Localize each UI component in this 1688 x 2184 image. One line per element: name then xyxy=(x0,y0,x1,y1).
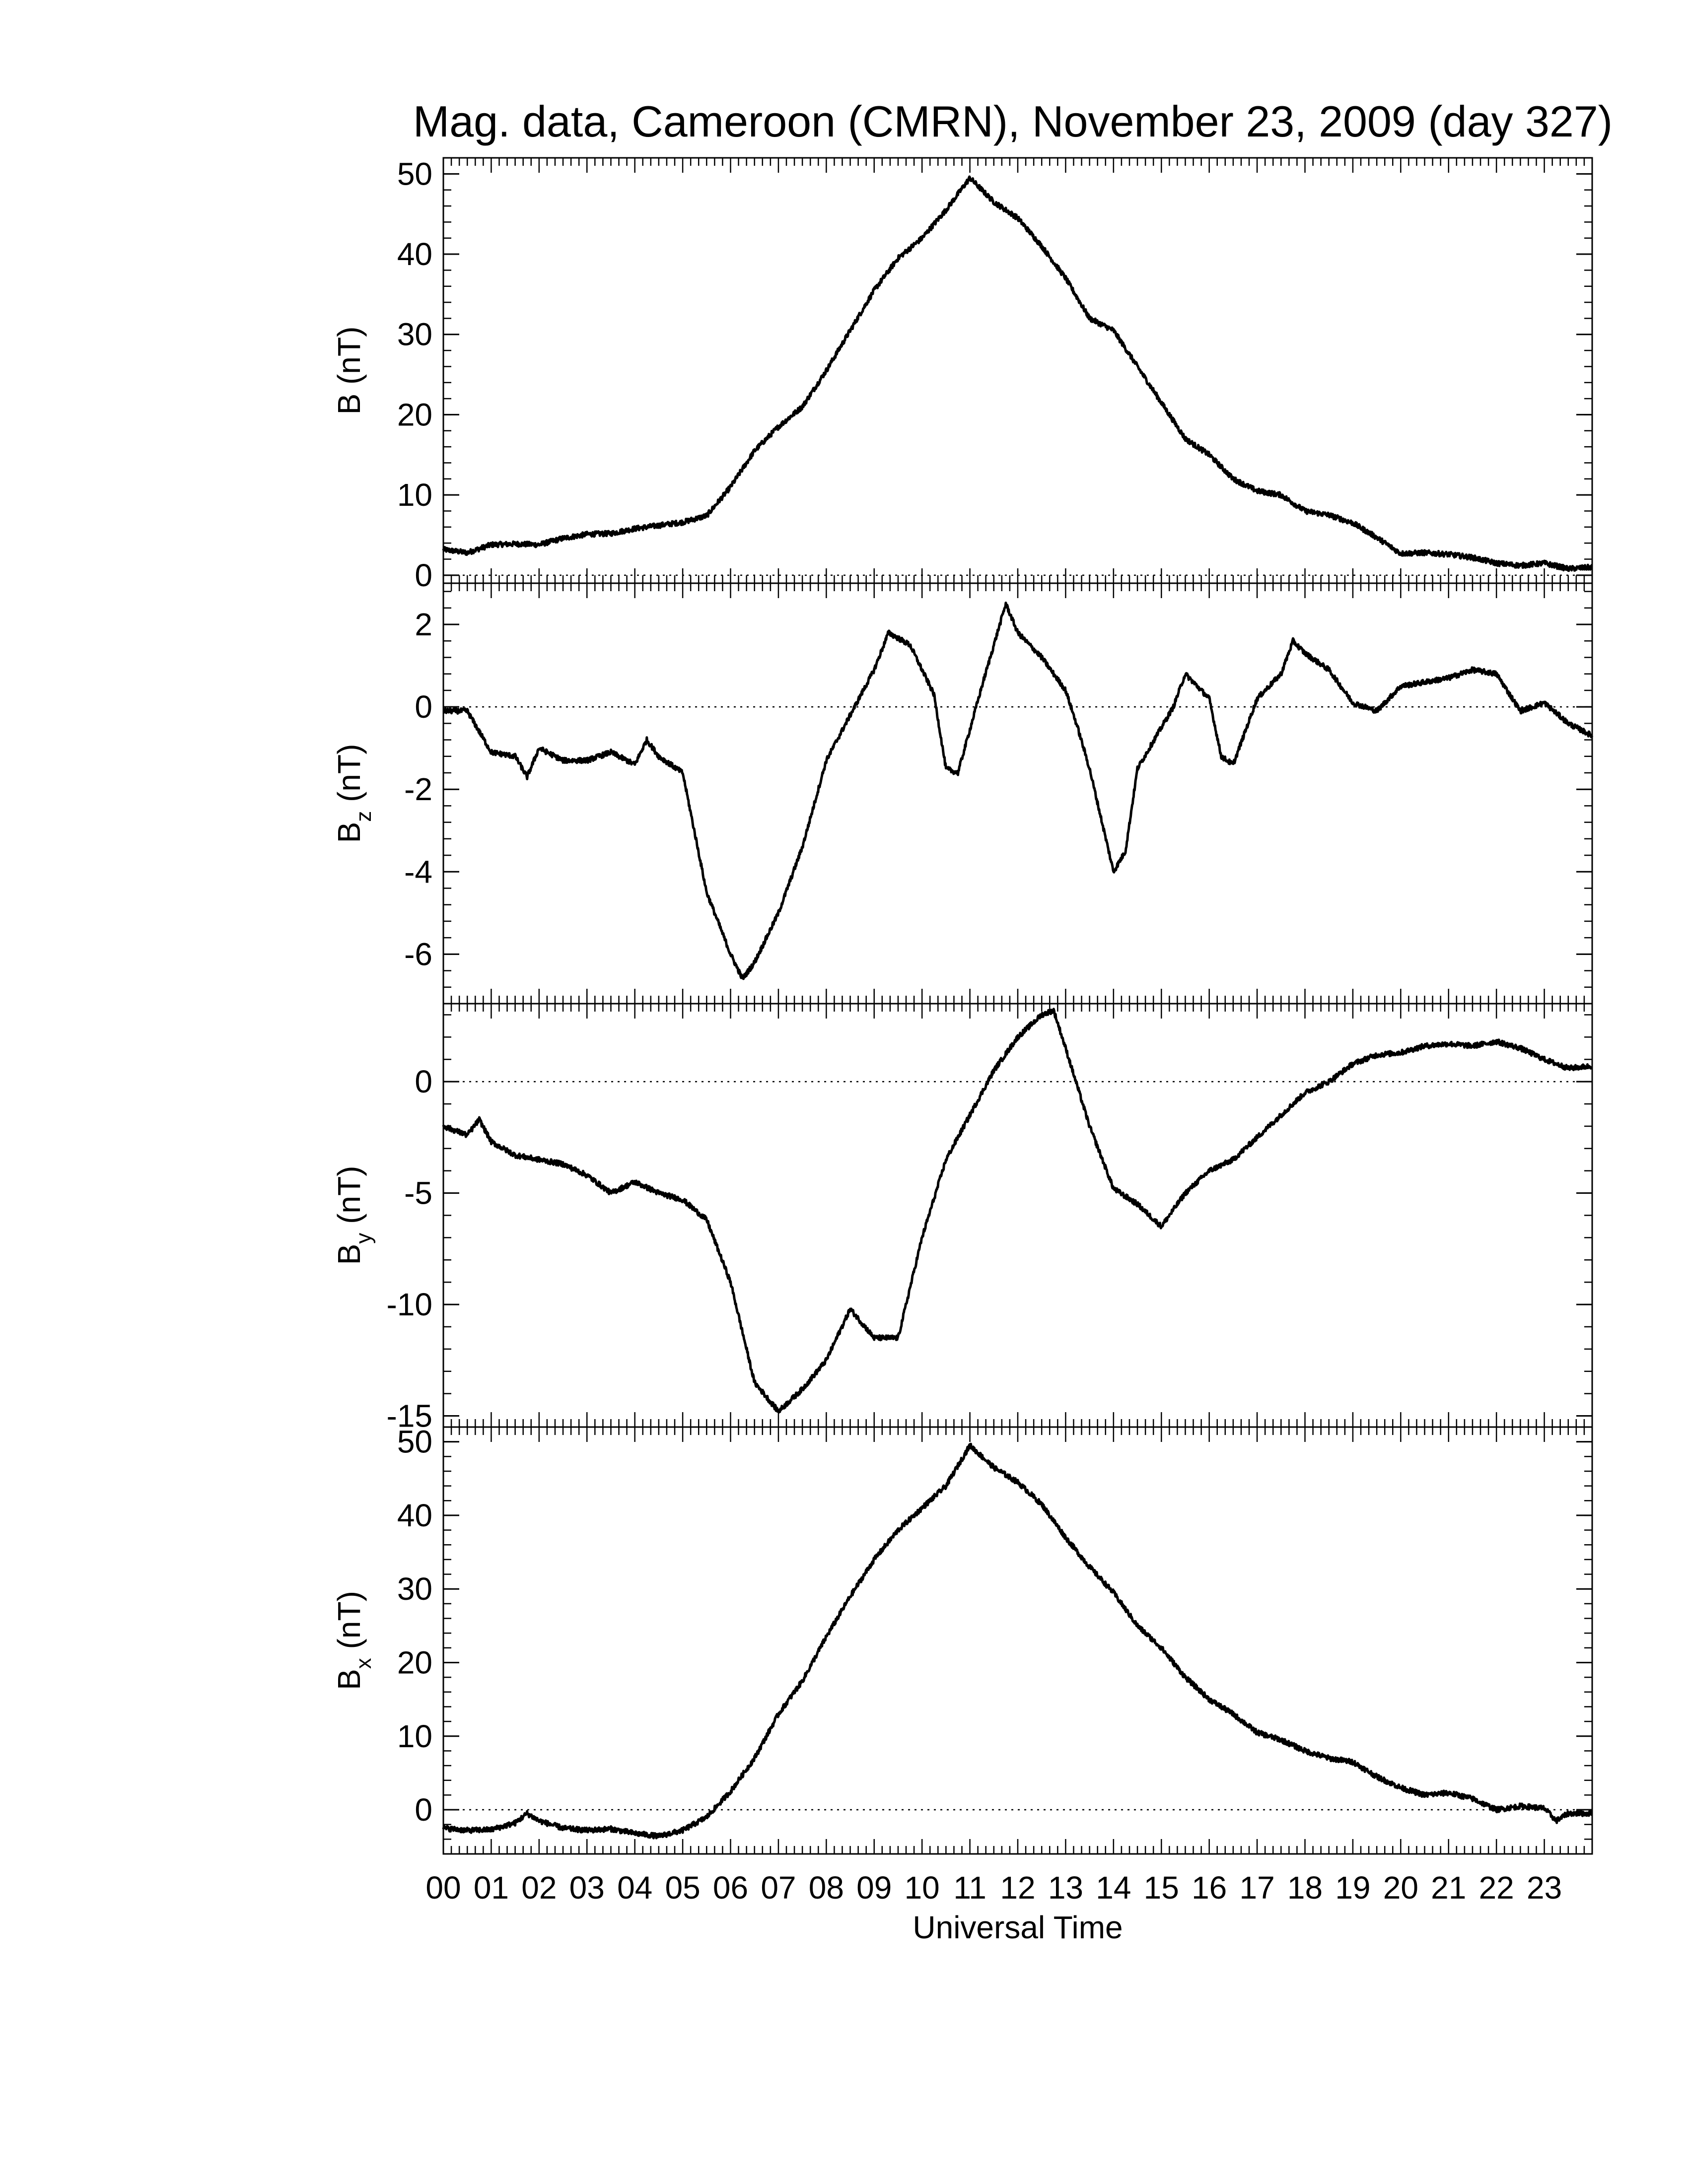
x-tick-label: 05 xyxy=(665,1870,700,1906)
y-axis-label-unit: (nT) xyxy=(331,744,367,811)
x-tick-label: 20 xyxy=(1383,1870,1418,1906)
y-tick-label: -6 xyxy=(404,936,432,972)
x-tick-label: 12 xyxy=(1000,1870,1035,1906)
x-tick-label: 10 xyxy=(905,1870,940,1906)
panel-Bx: 0 10 20 30 40 50 Bx (nT) xyxy=(331,1424,1593,1855)
y-axis-label-main: B xyxy=(331,1669,367,1690)
x-tick-label: 09 xyxy=(856,1870,892,1906)
panel-B: 0 10 20 30 40 50 B (nT) xyxy=(331,156,1593,593)
y-tick-label: 10 xyxy=(397,477,432,513)
y-tick-label: 50 xyxy=(397,1424,432,1460)
y-axis-label-main: B xyxy=(331,822,367,843)
y-tick-label: 30 xyxy=(397,1571,432,1607)
y-tick-label: 2 xyxy=(415,607,432,642)
x-tick-label: 22 xyxy=(1479,1870,1514,1906)
y-axis-label-main: B xyxy=(331,1244,367,1265)
x-tick-label: 08 xyxy=(809,1870,844,1906)
x-tick-label: 02 xyxy=(521,1870,557,1906)
y-axis-label: By (nT) xyxy=(331,1166,376,1265)
series-line-Bz-0 xyxy=(442,602,1594,980)
x-tick-label: 03 xyxy=(569,1870,605,1906)
x-axis-label: Universal Time xyxy=(913,1910,1123,1945)
y-axis-label-unit: (nT) xyxy=(331,327,367,394)
x-tick-label: 16 xyxy=(1192,1870,1227,1906)
x-tick-label: 00 xyxy=(425,1870,461,1906)
y-axis-label: B (nT) xyxy=(331,327,367,415)
y-axis-label-subscript: z xyxy=(352,811,376,822)
panels: 0 10 20 30 40 50 B (nT) -6 -4 -2 0 2 Bz (nT) -15 -10 -5… xyxy=(331,156,1594,1855)
series-line-Bx-0 xyxy=(442,1442,1593,1840)
y-axis-label-subscript: x xyxy=(352,1658,376,1669)
y-tick-label: 20 xyxy=(397,1644,432,1680)
y-axis-label-unit: (nT) xyxy=(331,1166,367,1233)
y-tick-label: 50 xyxy=(397,156,432,192)
y-tick-label: 0 xyxy=(415,557,432,593)
y-tick-label: -15 xyxy=(387,1398,433,1434)
panel-frame xyxy=(442,1003,1593,1428)
series-line-B-0 xyxy=(442,175,1593,572)
y-axis-label-main: B xyxy=(331,394,367,415)
y-tick-label: -2 xyxy=(404,771,432,807)
panel-frame xyxy=(442,582,1593,1005)
y-tick-label: -10 xyxy=(387,1287,433,1322)
y-tick-label: 40 xyxy=(397,1498,432,1533)
y-tick-label: 30 xyxy=(397,317,432,352)
y-tick-label: 0 xyxy=(415,1064,432,1099)
y-tick-label: 20 xyxy=(397,397,432,432)
x-tick-label: 13 xyxy=(1048,1870,1083,1906)
y-tick-label: 0 xyxy=(415,1792,432,1828)
y-tick-label: 0 xyxy=(415,689,432,725)
x-tick-label: 19 xyxy=(1335,1870,1370,1906)
x-tick-label: 23 xyxy=(1527,1870,1562,1906)
chart-title: Mag. data, Cameroon (CMRN), November 23,… xyxy=(413,97,1613,146)
x-tick-label: 06 xyxy=(713,1870,748,1906)
x-tick-label: 07 xyxy=(761,1870,796,1906)
x-tick-label: 21 xyxy=(1431,1870,1466,1906)
y-axis-label: Bz (nT) xyxy=(331,744,376,843)
y-axis-label: Bx (nT) xyxy=(331,1591,376,1690)
y-tick-label: -4 xyxy=(404,854,432,889)
x-tick-label: 01 xyxy=(474,1870,509,1906)
x-axis-labels: 00 01 02 03 04 05 06 07 08 09 10 11 12 13 14 15 16 17 18 19… xyxy=(425,1870,1562,1906)
y-tick-label: 10 xyxy=(397,1718,432,1754)
x-tick-label: 15 xyxy=(1144,1870,1179,1906)
panel-frame xyxy=(442,1426,1593,1855)
x-tick-label: 11 xyxy=(953,1870,986,1906)
panel-By: -15 -10 -5 0 By (nT) xyxy=(331,1003,1593,1434)
x-tick-label: 14 xyxy=(1096,1870,1131,1906)
x-tick-label: 17 xyxy=(1239,1870,1274,1906)
panel-Bz: -6 -4 -2 0 2 Bz (nT) xyxy=(331,582,1594,1005)
y-tick-label: -5 xyxy=(404,1175,432,1211)
x-tick-label: 18 xyxy=(1287,1870,1323,1906)
y-tick-label: 40 xyxy=(397,236,432,272)
y-axis-label-subscript: y xyxy=(352,1233,376,1244)
series-line-By-0 xyxy=(442,1008,1593,1414)
y-axis-label-unit: (nT) xyxy=(331,1591,367,1658)
x-tick-label: 04 xyxy=(617,1870,652,1906)
